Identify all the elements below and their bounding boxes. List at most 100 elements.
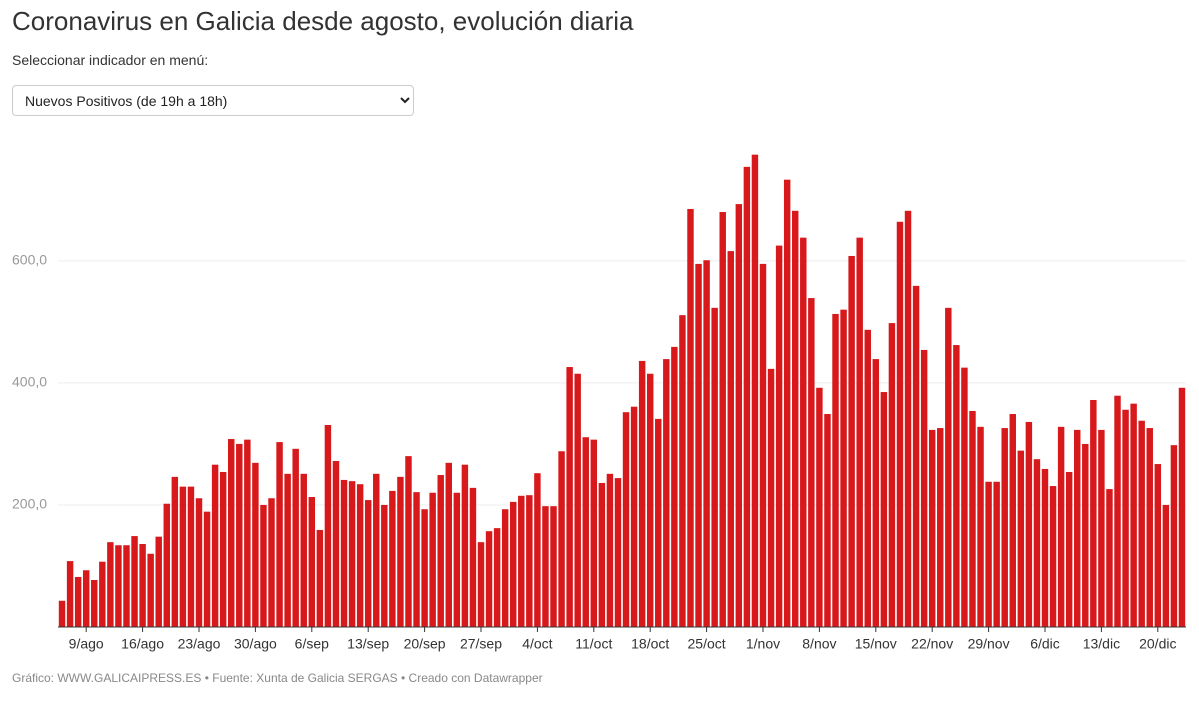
bar	[501, 509, 509, 627]
chart-title: Coronavirus en Galicia desde agosto, evo…	[12, 6, 634, 36]
bar	[953, 345, 960, 627]
bar	[550, 506, 557, 627]
bar	[888, 323, 896, 627]
bar	[147, 553, 154, 627]
bar	[1041, 468, 1049, 627]
x-tick-label: 18/oct	[631, 636, 669, 652]
bar	[1001, 428, 1008, 627]
bar	[1082, 443, 1089, 627]
bar	[534, 473, 541, 627]
bar	[711, 307, 718, 627]
bar	[848, 255, 855, 627]
bar	[598, 482, 606, 627]
bar	[453, 492, 461, 627]
bar	[574, 373, 581, 627]
bar	[695, 263, 702, 627]
bar	[880, 392, 888, 627]
bar	[614, 478, 622, 627]
bar	[679, 315, 686, 627]
bar	[364, 500, 372, 627]
bar	[203, 511, 211, 627]
bar	[356, 484, 364, 627]
bar	[920, 349, 928, 627]
bar	[775, 245, 783, 628]
bar	[671, 346, 678, 627]
bar	[381, 504, 388, 627]
bar	[912, 285, 920, 627]
bar	[284, 473, 291, 627]
bar	[413, 492, 420, 627]
bar	[743, 166, 751, 627]
bar	[727, 251, 734, 628]
bar	[139, 544, 146, 627]
bar	[348, 481, 356, 627]
footer: Gráfico: WWW.GALICAIPRESS.ES • Fuente: X…	[12, 671, 543, 685]
bar	[373, 473, 380, 627]
x-tick-label: 20/dic	[1139, 636, 1176, 652]
indicator-select[interactable]: Nuevos Positivos (de 19h a 18h)	[12, 85, 414, 116]
bar	[945, 307, 952, 627]
bar	[236, 443, 243, 627]
bar	[566, 367, 573, 627]
bar	[783, 179, 791, 627]
bar	[824, 414, 831, 627]
bar	[582, 437, 589, 627]
bar	[1162, 504, 1170, 627]
bar	[389, 490, 396, 627]
bar	[590, 439, 598, 627]
bar	[937, 428, 944, 627]
x-tick-label: 1/nov	[746, 636, 780, 652]
bar	[864, 329, 871, 627]
bar	[759, 263, 767, 627]
bar	[767, 368, 775, 627]
x-tick-label: 29/nov	[968, 636, 1010, 652]
x-tick-label: 9/ago	[69, 636, 104, 652]
x-tick-label: 11/oct	[575, 636, 612, 652]
bar	[477, 542, 485, 627]
bar	[179, 486, 187, 627]
bar	[1033, 459, 1041, 627]
bar	[630, 406, 638, 627]
bar	[131, 536, 138, 627]
bar	[993, 481, 1000, 627]
bar	[66, 561, 74, 627]
bar	[1154, 464, 1162, 627]
bar	[195, 498, 203, 627]
bar	[1090, 399, 1097, 627]
bar	[324, 425, 332, 627]
bar	[792, 210, 799, 628]
bar	[74, 576, 82, 627]
bar	[1130, 403, 1137, 627]
bar	[332, 461, 340, 627]
bar	[308, 497, 316, 627]
x-tick-label: 4/oct	[522, 636, 552, 652]
bar	[445, 462, 452, 627]
bar	[405, 456, 412, 627]
bar	[429, 492, 436, 627]
bar	[252, 462, 259, 627]
bar	[518, 495, 525, 627]
y-tick-label: 400,0	[12, 374, 47, 390]
x-tick-label: 23/ago	[178, 636, 221, 652]
bar	[115, 545, 122, 627]
bar	[1138, 420, 1145, 627]
bar	[800, 237, 807, 627]
bar	[123, 545, 130, 627]
bar	[985, 481, 992, 627]
bar	[187, 486, 195, 627]
bar	[1146, 428, 1153, 627]
bar	[276, 442, 283, 627]
bar	[928, 429, 936, 627]
x-tick-label: 16/ago	[121, 636, 164, 652]
x-tick-label: 25/oct	[688, 636, 726, 652]
x-tick-label: 22/nov	[911, 636, 953, 652]
bar	[856, 237, 863, 627]
bar	[1049, 486, 1057, 627]
bar	[977, 426, 984, 627]
bar	[622, 412, 630, 627]
bar	[493, 528, 501, 627]
bar	[510, 501, 517, 627]
bar	[1178, 387, 1186, 627]
bar	[1170, 445, 1178, 627]
bar	[268, 498, 275, 627]
